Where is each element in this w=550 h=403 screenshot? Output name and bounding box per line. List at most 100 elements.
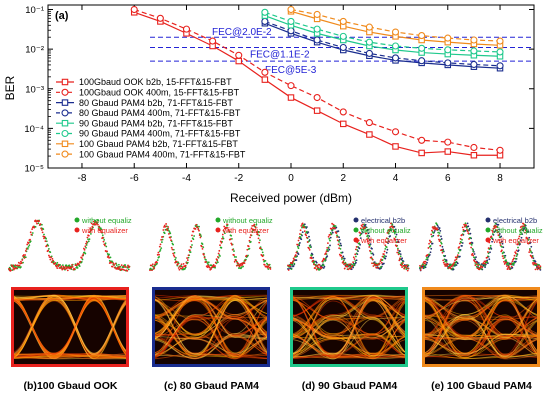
histogram-legend-label: without equalizer (81, 216, 132, 225)
histogram-legend-label: without equalizer (222, 216, 273, 225)
series-line (264, 15, 501, 57)
data-point (496, 37, 504, 45)
data-point (391, 54, 400, 62)
data-point (418, 32, 426, 40)
data-point (444, 34, 452, 42)
histogram-legend: without equalizerwith equalizer (74, 216, 132, 235)
data-point (444, 46, 452, 54)
data-point (444, 148, 452, 155)
legend-marker (61, 129, 69, 138)
data-point (444, 59, 452, 67)
amplitude-histogram (287, 222, 410, 272)
histogram-legend-label: without equalizer (492, 226, 543, 235)
x-tick-label: 0 (288, 173, 294, 184)
y-tick-label: 10⁻¹ (25, 5, 44, 16)
data-point (287, 27, 295, 35)
data-point (340, 120, 347, 128)
histogram-legend-label: electrical b2b (361, 216, 405, 225)
histogram-legend-dot (215, 227, 221, 233)
data-point (287, 94, 295, 101)
panel-caption: (d) 90 Gbaud PAM4 (282, 380, 417, 392)
x-tick-label: -4 (182, 173, 191, 184)
x-tick-label: 6 (445, 173, 451, 184)
legend-entry: 100Gbaud OOK 400m, 15-FFT&15-FBT (79, 88, 240, 98)
legend-entry: 100 Gbaud PAM4 400m, 71-FFT&15-FBT (79, 149, 246, 159)
data-point (156, 14, 164, 22)
panel-caption: (b)100 Gbaud OOK (3, 380, 138, 392)
data-point (391, 42, 400, 50)
fec-threshold-label: FEC@1.1E-2 (250, 49, 310, 60)
data-point (339, 17, 347, 25)
y-tick-label: 10⁻³ (25, 84, 44, 95)
x-tick-label: 8 (497, 173, 503, 184)
legend-entry: 80 Gbaud PAM4 b2b, 71-FFT&15-FBT (79, 98, 233, 108)
panel-label: (a) (55, 10, 69, 22)
data-point (313, 93, 321, 102)
data-point (313, 36, 321, 44)
legend-marker (61, 140, 69, 148)
panel-caption-prefix: (c) (164, 380, 177, 392)
data-point (365, 23, 373, 31)
y-tick-label: 10⁻⁴ (24, 124, 44, 135)
series-1 (130, 5, 504, 154)
data-point (313, 25, 321, 33)
data-point (470, 36, 478, 44)
histogram-legend-label: with equalizer (360, 236, 407, 245)
data-point (287, 82, 295, 90)
legend-marker (61, 99, 69, 106)
data-point (365, 119, 373, 127)
data-point (391, 128, 400, 136)
data-point (470, 47, 478, 55)
panel-caption: (c) 80 Gbaud PAM4 (144, 380, 279, 392)
ber-chart: -8 -6 -4 -2 0 2 4 6 8 10⁻¹ 10⁻² 10⁻³ 10⁻⁴ 10⁻⁵ FEC@2.… (3, 4, 535, 205)
data-point (470, 60, 478, 69)
series-line (264, 22, 501, 69)
data-point (496, 146, 504, 154)
series-3 (261, 17, 504, 70)
data-point (287, 17, 295, 25)
legend-entry: 100 Gbaud PAM4 b2b, 71-FFT&15-FBT (79, 139, 238, 149)
data-point (391, 28, 400, 36)
eye-panel (290, 287, 408, 367)
y-tick-label: 10⁻² (25, 45, 44, 56)
data-point (470, 143, 478, 152)
data-point (261, 76, 269, 83)
series-line (264, 20, 501, 67)
panel-caption-prefix: (e) (431, 380, 444, 392)
fec-threshold-label: FEC@2.0E-2 (212, 27, 272, 38)
x-tick-label: -8 (78, 173, 87, 184)
data-point (418, 44, 426, 52)
eye-diagram (293, 290, 405, 364)
data-point (130, 5, 138, 14)
histogram-legend-dot (485, 237, 491, 243)
histogram-legend: without equalizerwith equalizer (215, 216, 273, 235)
amplitude-histogram (149, 223, 272, 272)
eye-diagram (14, 290, 126, 364)
x-tick-label: 4 (393, 173, 399, 184)
panel-caption-text: 80 Gbaud PAM4 (176, 380, 259, 392)
histogram-panel: without equalizerwith equalizer (7, 213, 132, 275)
data-point (313, 10, 321, 19)
data-point (339, 108, 347, 116)
data-point (365, 38, 373, 46)
histogram-legend-label: with equalizer (492, 236, 539, 245)
series-5 (261, 8, 504, 56)
legend-marker (61, 119, 69, 127)
data-point (418, 136, 426, 144)
legend-marker (61, 88, 69, 96)
series-7 (287, 5, 504, 45)
panel-caption-prefix: (d) (301, 380, 316, 392)
histogram-legend-dot (485, 227, 491, 233)
amplitude-histogram (8, 219, 131, 272)
histogram-legend-dot (353, 217, 359, 223)
x-tick-label: -6 (130, 173, 139, 184)
legend-entry: 80 Gbaud PAM4 400m, 71-FFT&15-FBT (79, 108, 241, 118)
data-point (261, 17, 269, 25)
legend-marker (61, 78, 69, 86)
y-axis-label: BER (3, 75, 17, 100)
data-point (261, 68, 269, 76)
eye-panel (11, 287, 129, 367)
data-point (339, 32, 347, 40)
